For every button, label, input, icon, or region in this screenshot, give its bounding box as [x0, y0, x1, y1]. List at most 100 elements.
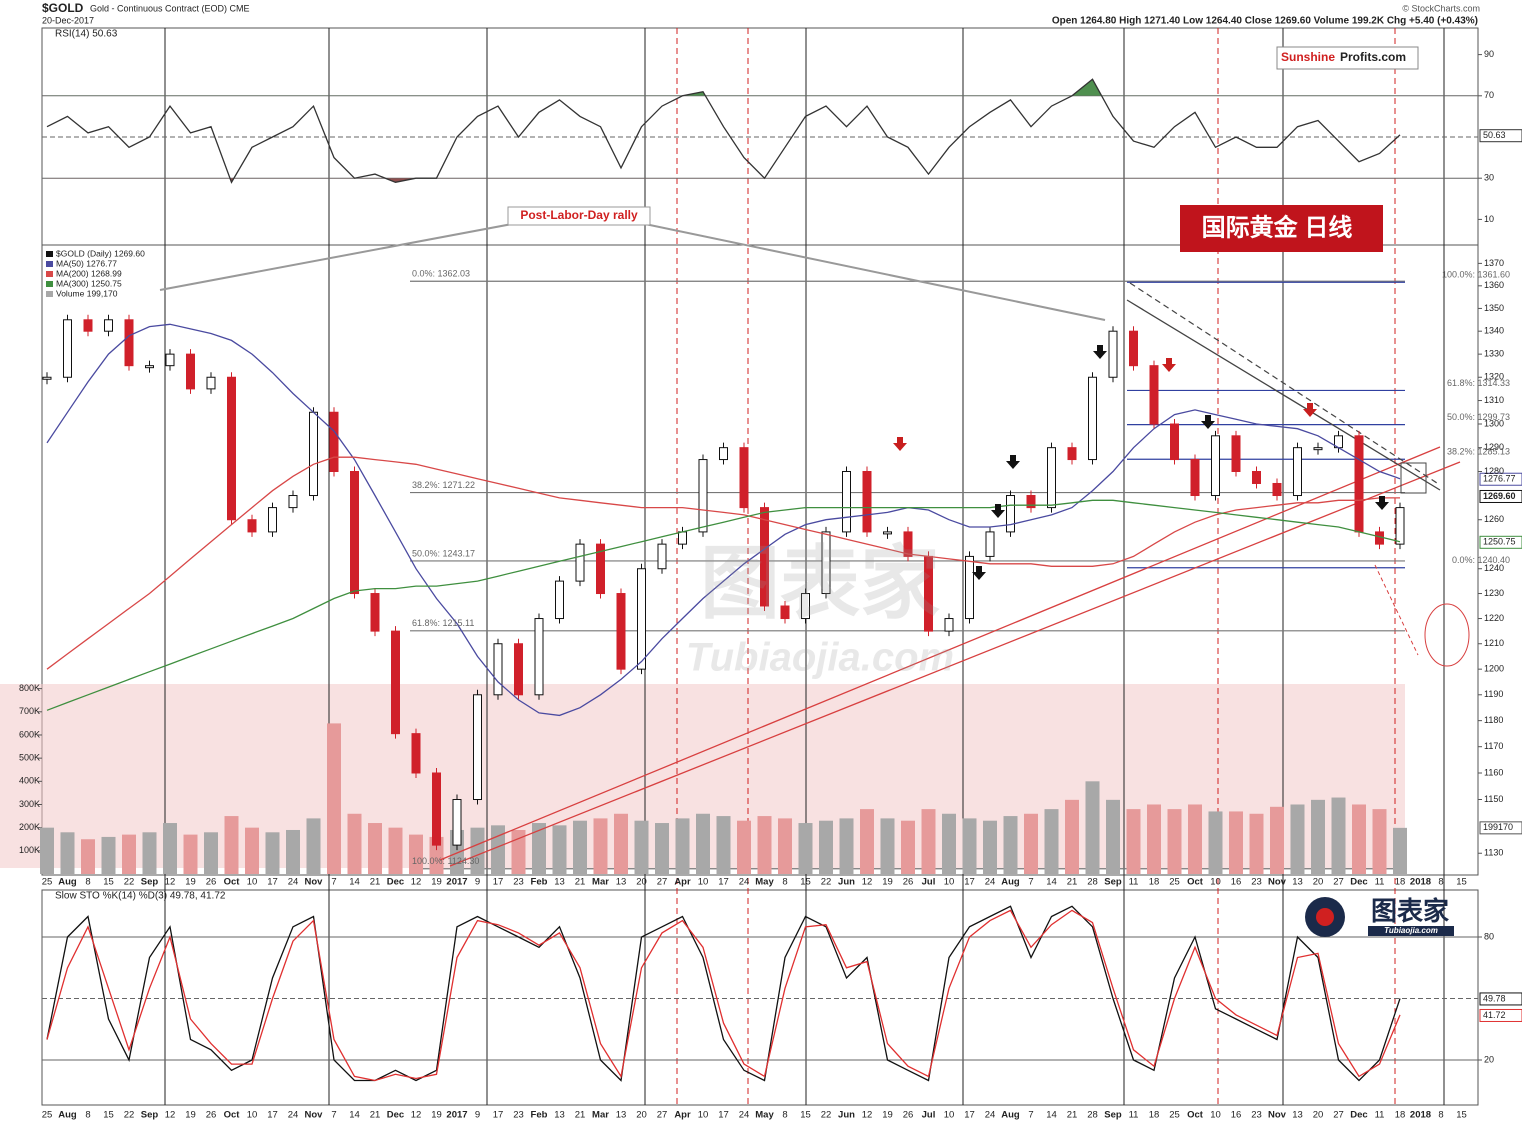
x-tick-label: 8	[85, 877, 90, 888]
x-tick-label: Feb	[531, 1110, 548, 1121]
volume-bar	[1126, 809, 1141, 874]
banner-box	[1180, 205, 1383, 252]
volume-bar	[245, 827, 259, 874]
volume-bar	[429, 836, 444, 874]
volume-bar	[1270, 806, 1284, 874]
last-value: 41.72	[1483, 1010, 1506, 1020]
y-tick-label: 1280	[1484, 466, 1504, 476]
x-tick-label: 13	[554, 877, 565, 888]
fib-label: 100.0%: 1361.60	[1442, 270, 1510, 280]
watermark-url: Tubiaojia.com	[686, 636, 954, 680]
x-tick-label: Oct	[1187, 877, 1204, 888]
candle	[821, 531, 831, 595]
volume-bar	[1229, 811, 1243, 874]
y-tick-label: 1200	[1484, 664, 1504, 674]
y-tick-label: 1310	[1484, 395, 1504, 405]
legend-swatch	[46, 271, 53, 277]
x-tick-label: 21	[575, 877, 586, 888]
x-tick-label: 18	[1395, 877, 1406, 888]
candle	[596, 543, 605, 595]
volume-bar	[901, 820, 915, 874]
volume-bar	[511, 829, 526, 874]
candle	[370, 593, 380, 632]
y2-tick-label: 400K	[19, 776, 40, 786]
y-tick-label: 1190	[1484, 689, 1503, 699]
legend-entry: MA(200) 1268.99	[56, 268, 122, 278]
candle	[1354, 435, 1364, 533]
x-tick-label: 17	[964, 877, 975, 888]
volume-bar	[101, 836, 116, 874]
last-value-box	[1479, 129, 1522, 143]
x-tick-label: 25	[1169, 1110, 1180, 1121]
brand-box	[1276, 46, 1419, 70]
signal-arrow	[1201, 415, 1215, 429]
legend-swatch	[46, 261, 53, 267]
x-tick-label: 28	[1087, 877, 1098, 888]
candle	[1088, 376, 1097, 461]
x-tick-label: 21	[370, 1110, 381, 1121]
rsi-title: RSI(14) 50.63	[55, 29, 118, 40]
candle	[1395, 507, 1405, 545]
signal-arrow	[1162, 358, 1176, 372]
x-tick-label: 27	[1333, 1110, 1344, 1121]
x-tick-label: 10	[247, 877, 258, 888]
signal-arrow	[893, 437, 907, 451]
volume-bar	[409, 834, 423, 874]
x-tick-label: 19	[431, 877, 442, 888]
banner: 国际黄金 日线	[1202, 213, 1353, 241]
y-tick-label: 1240	[1484, 563, 1504, 573]
x-tick-label: 15	[103, 1110, 114, 1121]
x-tick-label: 19	[185, 1110, 196, 1121]
x-tick-label: 12	[411, 877, 422, 888]
x-tick-label: Apr	[674, 1110, 691, 1121]
x-tick-label: 19	[882, 877, 893, 888]
x-tick-label: Jul	[922, 1110, 936, 1121]
x-tick-label: 18	[1149, 1110, 1160, 1121]
candle	[739, 447, 749, 509]
x-tick-label: Mar	[592, 1110, 609, 1121]
candle	[1170, 423, 1179, 461]
candle	[780, 605, 790, 620]
x-tick-label: 20	[1313, 1110, 1324, 1121]
volume-bar	[491, 825, 505, 874]
volume-bar	[696, 813, 710, 874]
x-tick-label: 22	[821, 877, 832, 888]
trend-line	[1126, 299, 1441, 491]
x-tick-label: 18	[1149, 877, 1160, 888]
date: 20-Dec-2017	[42, 15, 94, 25]
last-value: 1269.60	[1483, 491, 1516, 501]
candle	[329, 411, 339, 472]
y-tick-label: 1210	[1484, 638, 1504, 648]
x-tick-label: 23	[513, 1110, 524, 1121]
x-tick-label: 15	[800, 1110, 811, 1121]
x-tick-label: Sep	[141, 877, 159, 888]
candle	[1313, 447, 1323, 451]
y-tick-label: 1340	[1484, 326, 1504, 336]
y2-tick-label: 600K	[19, 729, 40, 739]
legend-swatch	[46, 291, 53, 297]
y-tick-label: 1300	[1484, 418, 1504, 428]
x-tick-label: 22	[124, 877, 135, 888]
x-tick-label: 13	[1292, 877, 1303, 888]
legend-entry: MA(300) 1250.75	[56, 278, 122, 288]
last-value: 1250.75	[1483, 537, 1516, 547]
x-tick-label: Dec	[1350, 877, 1367, 888]
candle	[514, 643, 523, 696]
candle	[883, 531, 892, 535]
x-tick-label: 26	[206, 1110, 217, 1121]
y2-tick-label: 700K	[19, 706, 40, 716]
x-tick-label: 17	[267, 1110, 278, 1121]
x-tick-label: 27	[1333, 877, 1344, 888]
volume-bar	[880, 818, 895, 874]
y-tick-label: 1320	[1484, 372, 1504, 382]
x-tick-label: 18	[1395, 1110, 1406, 1121]
panel	[41, 889, 1479, 1106]
x-tick-label: 11	[1375, 1110, 1385, 1121]
volume-bar	[81, 839, 95, 874]
volume-bar	[962, 818, 977, 874]
y-tick-label: 1350	[1484, 303, 1504, 313]
x-tick-label: 12	[411, 1110, 422, 1121]
x-tick-label: 12	[165, 1110, 176, 1121]
volume-bar	[1003, 816, 1018, 874]
